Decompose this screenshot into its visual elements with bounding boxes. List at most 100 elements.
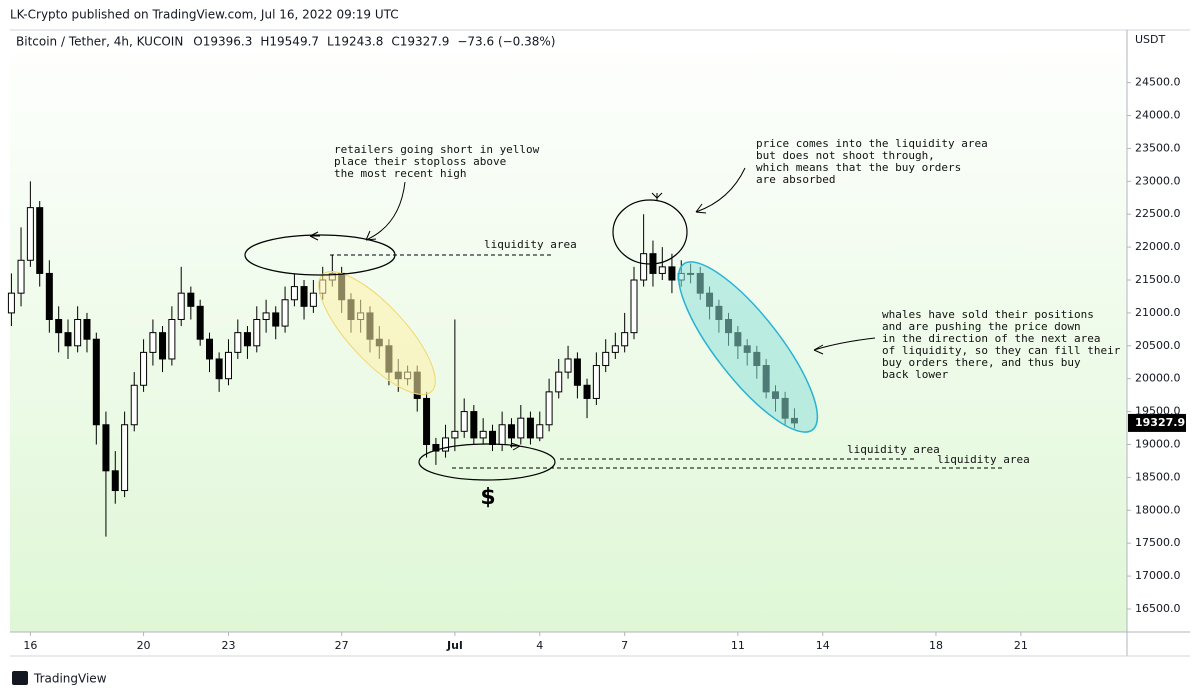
candle-body <box>555 371 563 393</box>
y-tick-label: 21500.0 <box>1135 273 1181 286</box>
annotation: back lower <box>882 368 949 381</box>
x-tick-label: 16 <box>23 639 37 652</box>
candle-body <box>592 365 600 399</box>
candle-body <box>45 272 53 320</box>
candle-body <box>300 286 308 307</box>
annotation: the most recent high <box>334 167 466 180</box>
annotation: and are pushing the price down <box>882 320 1081 333</box>
candle-body <box>7 292 15 314</box>
annotation: in the direction of the next area <box>882 332 1101 345</box>
y-tick-label: 19000.0 <box>1135 437 1181 450</box>
candle-body <box>64 332 72 347</box>
candle-body <box>140 351 148 386</box>
candle-body <box>470 411 478 439</box>
last-price-box <box>1128 413 1186 432</box>
last-price-label: 19327.9 <box>1135 416 1185 429</box>
candle-body <box>442 437 450 452</box>
footer-brand: TradingView <box>33 672 107 686</box>
y-tick-label: 17500.0 <box>1135 536 1181 549</box>
ohlc-legend: O19396.3 H19549.7 L19243.8 C19327.9 −73.6 (−… <box>193 35 555 49</box>
candle-body <box>489 430 497 445</box>
x-tick-label: 21 <box>1014 639 1028 652</box>
annotation: buy orders there, and thus buy <box>882 356 1081 369</box>
candle-body <box>451 430 459 439</box>
candle-body <box>309 292 317 307</box>
candle-body <box>498 424 506 445</box>
y-tick-label: 22000.0 <box>1135 240 1181 253</box>
candle-body <box>253 318 261 347</box>
candle-body <box>102 424 110 472</box>
arrow <box>813 337 876 355</box>
candle-body <box>602 351 610 367</box>
x-tick-label: 20 <box>137 639 151 652</box>
candle-body <box>17 259 25 294</box>
candle-body <box>177 292 185 320</box>
annotation: place their stoploss above <box>334 155 506 168</box>
y-tick-label: 18500.0 <box>1135 470 1181 483</box>
candle-body <box>26 207 34 261</box>
annotations: retailers going short in yellow place th… <box>334 137 1121 510</box>
candle-body <box>262 312 270 320</box>
candle-body <box>621 332 629 347</box>
y-tick-label: 20000.0 <box>1135 372 1181 385</box>
candle-body <box>545 391 553 426</box>
candle-body <box>281 299 289 327</box>
last-price: 19327.9 <box>1128 413 1186 432</box>
annotation: liquidity area <box>937 453 1030 466</box>
y-tick-label: 22500.0 <box>1135 207 1181 220</box>
candle-body <box>536 424 544 439</box>
candle-body <box>121 424 129 492</box>
y-tick-label: 24000.0 <box>1135 109 1181 122</box>
candle-body <box>526 417 534 439</box>
candle-body <box>668 266 676 281</box>
arrow-head <box>651 192 663 201</box>
annotation: liquidity area <box>847 443 940 456</box>
x-tick-label: 7 <box>621 639 628 652</box>
candle-body <box>83 318 91 340</box>
y-tick-label: 19500.0 <box>1135 405 1181 418</box>
y-tick-label: 24500.0 <box>1135 76 1181 89</box>
y-tick-label: 23500.0 <box>1135 141 1181 154</box>
logo <box>12 671 28 685</box>
cyan-zone <box>677 261 819 433</box>
candle-body <box>507 424 515 439</box>
candle-body <box>432 443 440 452</box>
ohlc-value: H19549.7 <box>260 35 319 49</box>
candle-body <box>196 305 204 340</box>
x-tick-label: 14 <box>816 639 830 652</box>
ohlc-value: L19243.8 <box>327 35 383 49</box>
top-circle <box>612 199 688 265</box>
published-line: LK-Crypto published on TradingView.com, … <box>10 8 399 22</box>
candle-body <box>168 318 176 360</box>
y-tick-label: 16500.0 <box>1135 602 1181 615</box>
y-tick-label: 21000.0 <box>1135 306 1181 319</box>
candle-body <box>290 286 298 301</box>
candle-body <box>215 358 223 380</box>
y-tick-label: 23000.0 <box>1135 174 1181 187</box>
annotation: price comes into the liquidity area <box>756 137 988 150</box>
ohlc-value: O19396.3 <box>193 35 252 49</box>
y-axis-label: USDT <box>1135 33 1166 46</box>
candle-body <box>272 312 280 327</box>
candle-body <box>479 430 487 439</box>
candle-body <box>611 345 619 353</box>
y-tick-label: 20500.0 <box>1135 339 1181 352</box>
annotation: $ <box>480 485 495 510</box>
candle-body <box>149 332 157 353</box>
candle-body <box>573 358 581 386</box>
candle-body <box>224 351 232 380</box>
annotation: retailers going short in yellow <box>334 143 540 156</box>
candle-body <box>234 332 242 353</box>
candle-body <box>517 417 525 439</box>
symbol: Bitcoin / Tether, 4h, KUCOIN <box>16 35 183 49</box>
candle-body <box>206 338 214 360</box>
candle-body <box>630 279 638 334</box>
candle-body <box>583 384 591 399</box>
candle-body <box>658 266 666 274</box>
candle-body <box>187 292 195 307</box>
x-tick-label: 27 <box>335 639 349 652</box>
annotation: of liquidity, so they can fill their <box>882 344 1121 357</box>
ohlc-value: C19327.9 <box>391 35 449 49</box>
y-tick-label: 18000.0 <box>1135 503 1181 516</box>
low-ellipse <box>418 443 556 481</box>
